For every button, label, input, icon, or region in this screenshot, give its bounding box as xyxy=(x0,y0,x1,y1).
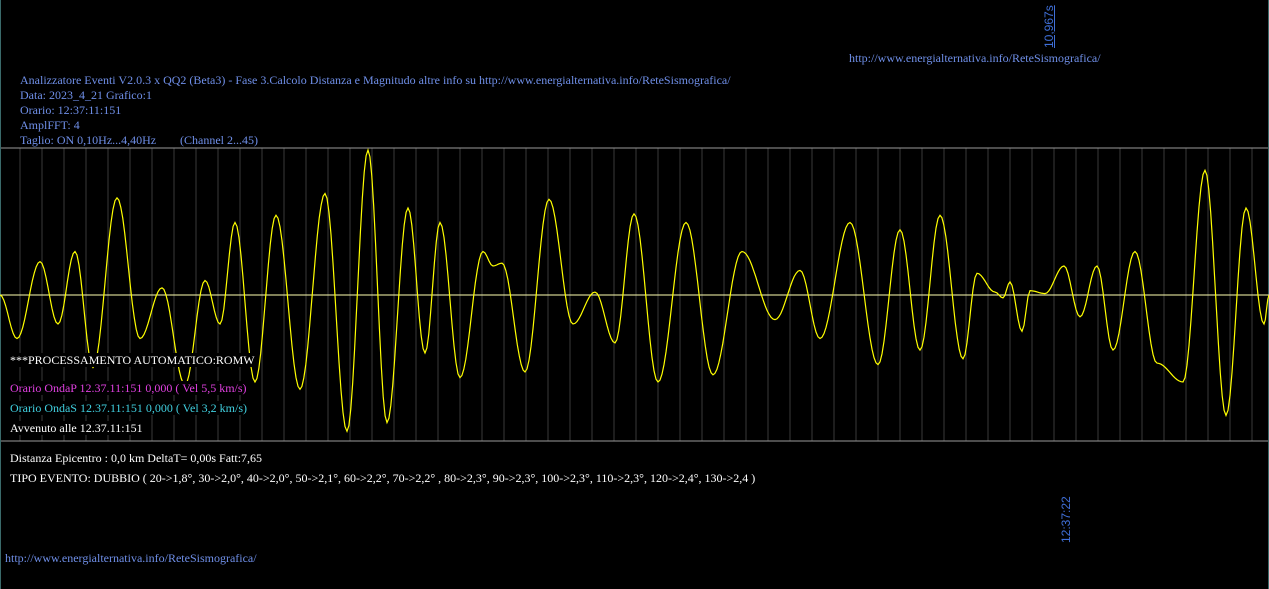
epicenter-distance: Distanza Epicentro : 0,0 km DeltaT= 0,00… xyxy=(10,451,263,465)
time-marker-label: 12:37:22 xyxy=(1059,496,1073,543)
bottom-url[interactable]: http://www.energialternativa.info/ReteSi… xyxy=(5,551,257,565)
wave-s-time: Orario OndaS 12.37.11:151 0,000 ( Vel 3,… xyxy=(10,401,247,415)
header-channel: (Channel 2...45) xyxy=(180,133,258,147)
processing-label: ***PROCESSAMENTO AUTOMATICO:ROMW xyxy=(10,353,255,367)
occurred-time: Avvenuto alle 12.37.11:151 xyxy=(10,421,143,435)
header-date: Data: 2023_4_21 Grafico:1 xyxy=(20,88,152,102)
header-title: Analizzatore Eventi V2.0.3 x QQ2 (Beta3)… xyxy=(20,73,731,87)
header-time: Orario: 12:37:11:151 xyxy=(20,103,122,117)
header-ampl: AmplFFT: 4 xyxy=(20,118,80,132)
header-filter: Taglio: ON 0,10Hz...4,40Hz xyxy=(20,133,157,147)
top-url[interactable]: http://www.energialternativa.info/ReteSi… xyxy=(849,51,1101,65)
wave-p-time: Orario OndaP 12.37.11:151 0,000 ( Vel 5,… xyxy=(10,381,247,395)
event-type: TIPO EVENTO: DUBBIO ( 20->1,8°, 30->2,0°… xyxy=(10,471,756,485)
seismic-trace xyxy=(0,147,1269,434)
